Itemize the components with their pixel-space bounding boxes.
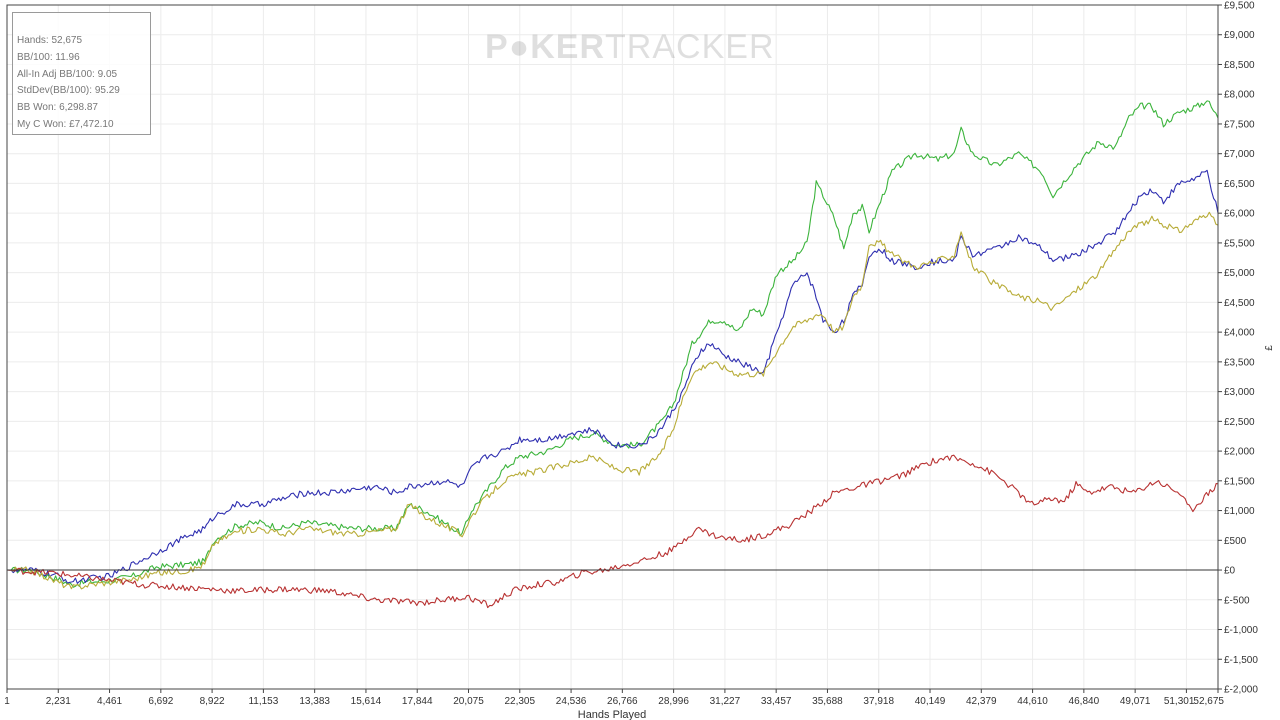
- watermark-p: P: [485, 28, 509, 66]
- stats-summary-box: Hands: 52,675 BB/100: 11.96 All-In Adj B…: [12, 12, 151, 135]
- y-tick-label: £2,000: [1224, 447, 1255, 458]
- x-tick-label: 31,227: [710, 696, 741, 707]
- watermark-ker: KER: [530, 28, 605, 66]
- x-tick-label: 4,461: [97, 696, 122, 707]
- x-tick-label: 42,379: [966, 696, 997, 707]
- x-tick-label: 28,996: [658, 696, 689, 707]
- x-tick-label: 37,918: [863, 696, 894, 707]
- watermark-tracker: TRACKER: [605, 28, 774, 66]
- x-tick-label: 26,766: [607, 696, 638, 707]
- y-tick-label: £4,000: [1224, 328, 1255, 339]
- y-tick-label: £3,000: [1224, 387, 1255, 398]
- x-tick-label: 40,149: [915, 696, 946, 707]
- pokertracker-watermark: P●KERTRACKER: [485, 28, 775, 66]
- x-tick-label: 6,692: [148, 696, 173, 707]
- y-tick-label: £5,000: [1224, 268, 1255, 279]
- plot-frame: [6, 4, 1219, 690]
- y-tick-label: £500: [1224, 536, 1247, 547]
- y-tick-label: £1,000: [1224, 506, 1255, 517]
- stat-bb-per-100: BB/100: 11.96: [17, 51, 80, 63]
- x-axis-label: Hands Played: [578, 709, 647, 720]
- stat-allin-adj-bb-per-100: All-In Adj BB/100: 9.05: [17, 68, 118, 80]
- chart-grid: [6, 4, 1219, 690]
- stat-bb-won: BB Won: 6,298.87: [17, 102, 98, 114]
- x-axis-ticks: 1 2,231 4,461 6,692 8,922 11,153 13,383 15,614 1…: [4, 689, 1224, 707]
- y-tick-label: £-1,500: [1224, 655, 1258, 666]
- x-tick-label: 33,457: [761, 696, 792, 707]
- y-tick-label: £9,000: [1224, 30, 1255, 41]
- x-tick-label: 11,153: [248, 696, 278, 707]
- x-tick-label: 44,610: [1017, 696, 1048, 707]
- y-tick-label: £7,000: [1224, 149, 1255, 160]
- y-axis-ticks: £9,500 £9,000 £8,500 £8,000 £7,500 £7,000 £6,5…: [1218, 1, 1258, 696]
- stat-hands: Hands: 52,675: [17, 35, 83, 46]
- series-line-3: [7, 211, 1219, 590]
- y-tick-label: £-2,000: [1224, 685, 1258, 696]
- stat-stddev: StdDev(BB/100): 95.29: [17, 85, 120, 97]
- x-tick-label: 22,305: [504, 696, 535, 707]
- y-tick-label: £8,500: [1224, 60, 1255, 71]
- x-tick-label: 51,301: [1164, 696, 1195, 707]
- x-tick-label: 15,614: [351, 696, 382, 707]
- y-tick-label: £2,500: [1224, 417, 1255, 428]
- y-tick-label: £8,000: [1224, 90, 1255, 101]
- x-tick-label: 1: [4, 696, 10, 707]
- x-tick-label: 35,688: [812, 696, 843, 707]
- x-tick-label: 52,675: [1193, 696, 1224, 707]
- y-tick-label: £7,500: [1224, 119, 1255, 130]
- y-tick-label: £1,500: [1224, 476, 1255, 487]
- x-tick-label: 46,840: [1069, 696, 1100, 707]
- x-tick-label: 13,383: [299, 696, 330, 707]
- y-tick-label: £5,500: [1224, 238, 1255, 249]
- y-axis-label: £: [1264, 345, 1275, 351]
- svg-text:P●KERTRACKER: P●KERTRACKER: [485, 28, 775, 66]
- stat-c-won: My C Won: £7,472.10: [17, 118, 114, 130]
- x-tick-label: 49,071: [1120, 696, 1151, 707]
- y-tick-label: £0: [1224, 566, 1236, 577]
- y-tick-label: £4,500: [1224, 298, 1255, 309]
- y-tick-label: £9,500: [1224, 1, 1255, 12]
- x-tick-label: 20,075: [453, 696, 484, 707]
- x-tick-label: 17,844: [402, 696, 433, 707]
- x-tick-label: 2,231: [46, 696, 71, 707]
- y-tick-label: £-1,000: [1224, 625, 1258, 636]
- watermark-chip-icon: ●: [509, 28, 531, 66]
- y-tick-label: £6,000: [1224, 209, 1255, 220]
- y-tick-label: £3,500: [1224, 357, 1255, 368]
- x-tick-label: 8,922: [200, 696, 225, 707]
- y-tick-label: £-500: [1224, 595, 1250, 606]
- series-line-2: [7, 169, 1219, 584]
- x-tick-label: 24,536: [556, 696, 587, 707]
- y-tick-label: £6,500: [1224, 179, 1255, 190]
